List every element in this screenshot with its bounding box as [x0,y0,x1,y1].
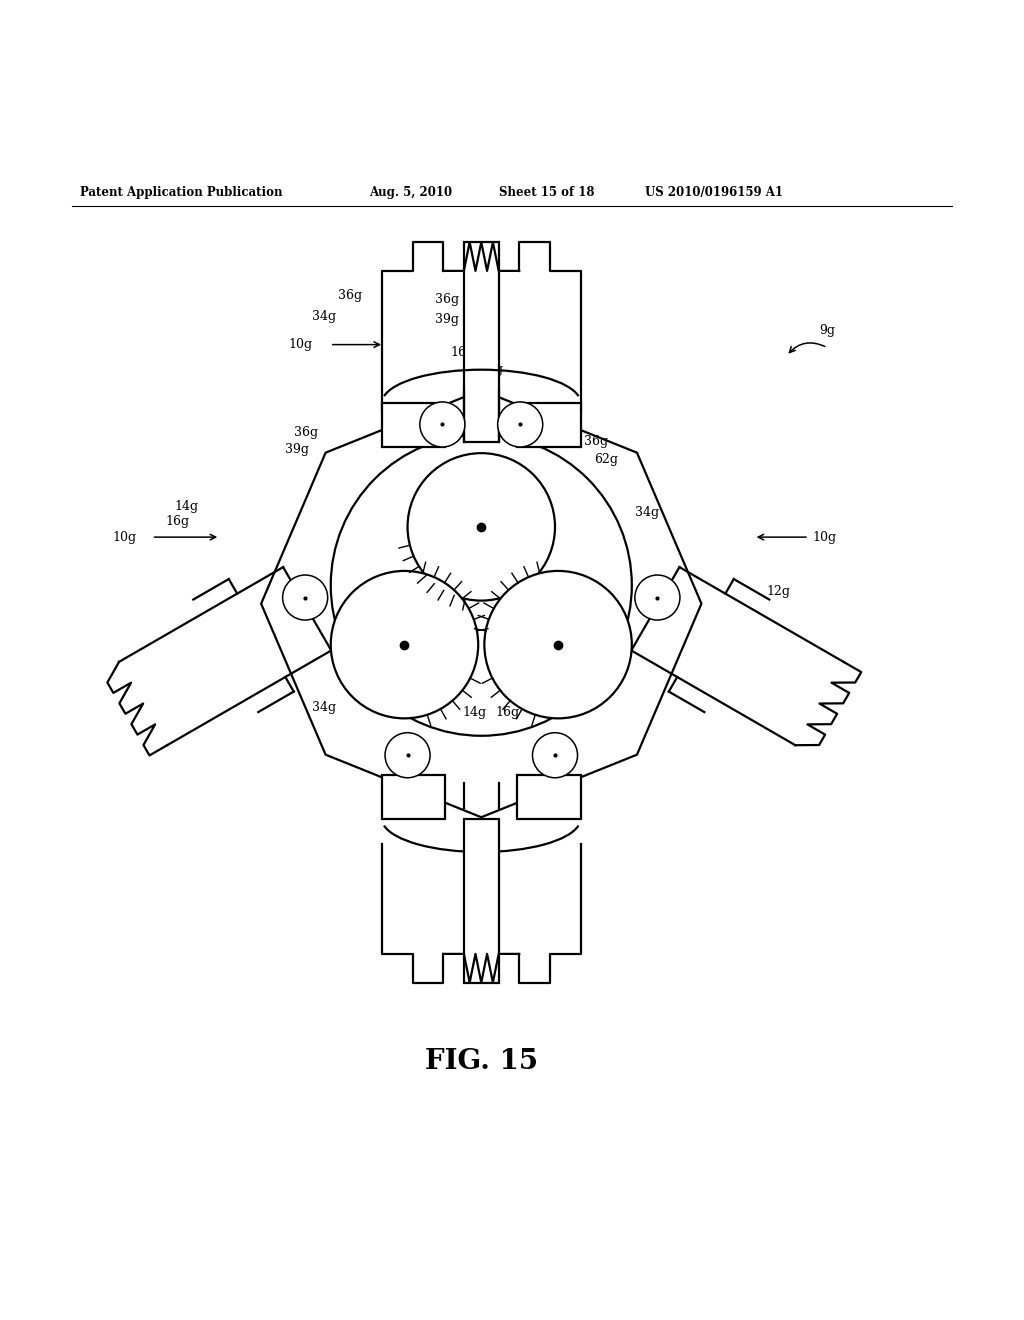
Text: 14g: 14g [174,500,199,513]
Text: Aug. 5, 2010: Aug. 5, 2010 [369,186,452,198]
Text: 10g: 10g [289,338,313,351]
Text: FIG. 15: FIG. 15 [425,1048,538,1074]
Text: Sheet 15 of 18: Sheet 15 of 18 [499,186,594,198]
Text: 39g: 39g [435,313,459,326]
Circle shape [532,733,578,777]
Text: 16g: 16g [166,515,190,528]
Circle shape [385,733,430,777]
Text: 14g: 14g [479,363,504,376]
Text: 34g: 34g [312,701,337,714]
Text: 9g: 9g [819,323,836,337]
Bar [464,242,499,442]
Text: 16g: 16g [451,346,475,359]
Text: US 2010/0196159 A1: US 2010/0196159 A1 [645,186,783,198]
Text: 36g: 36g [435,293,460,306]
Circle shape [635,576,680,620]
Text: 34g: 34g [635,506,659,519]
Text: 36g: 36g [584,436,608,449]
Text: 39g: 39g [285,442,308,455]
Bar [382,775,445,818]
Bar [382,403,445,447]
Text: 12g: 12g [766,585,790,598]
Circle shape [283,576,328,620]
Circle shape [484,572,632,718]
Bar [517,775,581,818]
Text: 34g: 34g [312,310,337,323]
Text: 36g: 36g [377,615,401,628]
Bar [517,403,581,447]
Circle shape [498,403,543,447]
Text: 10g: 10g [113,531,137,544]
Text: Patent Application Publication: Patent Application Publication [80,186,283,198]
Circle shape [408,453,555,601]
Circle shape [420,403,465,447]
Circle shape [331,572,478,718]
Text: 36g: 36g [463,579,487,593]
Text: 39g: 39g [437,579,461,593]
Text: 16g: 16g [496,706,520,718]
Text: 14g: 14g [463,706,487,718]
Text: 62g: 62g [594,453,617,466]
Text: 36g: 36g [294,426,318,440]
Bar [464,818,499,982]
Text: 36g: 36g [338,289,362,302]
Text: 10g: 10g [812,531,837,544]
